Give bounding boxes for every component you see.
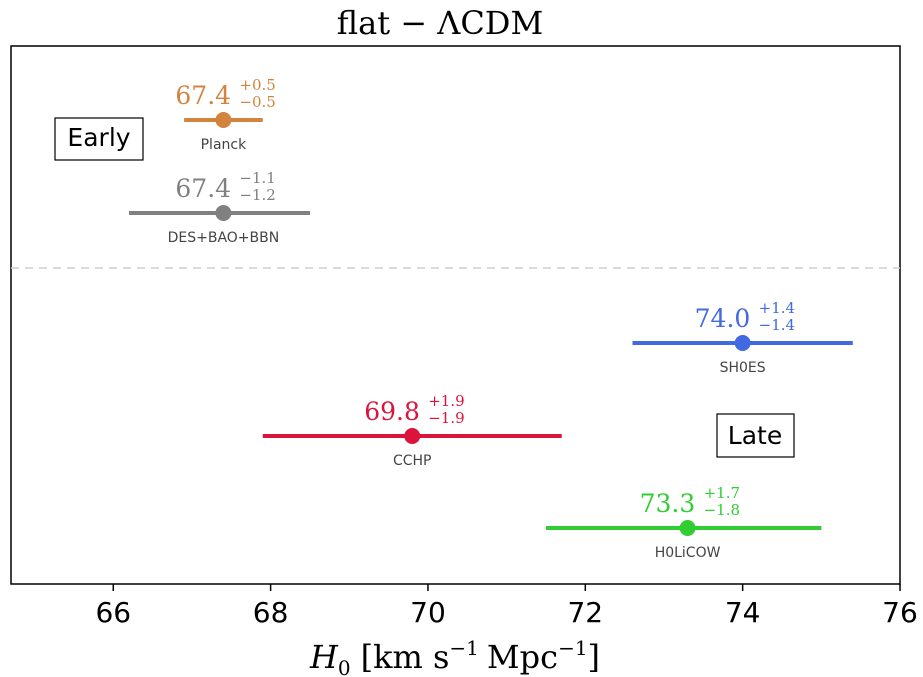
x-axis-label-symbol: H xyxy=(309,638,339,676)
early-group-label: Early xyxy=(67,123,130,152)
x-axis-label-units-start: [km s xyxy=(361,638,450,676)
x-tick-label: 66 xyxy=(95,596,131,629)
lower-error-label: −1.8 xyxy=(704,501,740,519)
lower-error-label: −0.5 xyxy=(239,93,275,111)
point-name-label: CCHP xyxy=(393,453,432,469)
x-tick-label: 70 xyxy=(410,596,446,629)
value-label: 67.4 xyxy=(175,81,231,110)
value-label: 69.8 xyxy=(364,397,420,426)
upper-error-label: +1.4 xyxy=(759,299,795,317)
value-label: 67.4 xyxy=(175,174,231,203)
measurement-planck: Planck 67.4 +0.5−0.5 xyxy=(175,76,275,153)
measurement-cchp: CCHP 69.8 +1.9−1.9 xyxy=(262,392,562,469)
point-name-label: DES+BAO+BBN xyxy=(168,230,280,246)
x-axis-label: H0 [km s−1 Mpc−1] xyxy=(309,636,600,677)
upper-error-label: +0.5 xyxy=(239,76,275,94)
measurement-h0licow: H0LiCOW 73.3 +1.7−1.8 xyxy=(545,484,822,561)
upper-error-label: −1.1 xyxy=(239,169,275,187)
point-name-label: H0LiCOW xyxy=(655,545,721,561)
point-name-label: Planck xyxy=(201,137,247,153)
late-group-box: Late xyxy=(716,413,795,458)
point-name-label: SH0ES xyxy=(720,360,766,376)
early-group-box: Early xyxy=(54,117,144,161)
data-point xyxy=(734,335,751,351)
lower-error-label: −1.4 xyxy=(759,316,795,334)
x-axis-label-subscript: 0 xyxy=(338,656,351,677)
x-axis-label-units-end: ] xyxy=(588,638,600,676)
x-tick-label: 74 xyxy=(725,596,761,629)
x-tick-label: 72 xyxy=(567,596,603,629)
x-axis-label-units-mid: Mpc xyxy=(487,638,558,676)
x-tick-label: 68 xyxy=(253,596,289,629)
lower-error-label: −1.2 xyxy=(239,186,275,204)
x-tick-label: 76 xyxy=(882,596,918,629)
value-label: 73.3 xyxy=(640,489,696,518)
x-axis: 66 68 70 72 74 76 xyxy=(95,584,918,629)
x-axis-label-units-exp2: −1 xyxy=(558,636,587,660)
chart-title: flat − ΛCDM xyxy=(337,4,543,42)
measurement-sh0es: SH0ES 74.0 +1.4−1.4 xyxy=(632,299,853,376)
value-label: 74.0 xyxy=(695,304,751,333)
data-point xyxy=(679,520,696,536)
upper-error-label: +1.9 xyxy=(428,392,464,410)
measurement-des-bao-bbn: DES+BAO+BBN 67.4 −1.1−1.2 xyxy=(129,169,310,246)
late-group-label: Late xyxy=(728,421,782,450)
data-point xyxy=(215,112,232,128)
plot-frame xyxy=(10,45,901,585)
data-point xyxy=(404,428,421,444)
lower-error-label: −1.9 xyxy=(428,409,464,427)
upper-error-label: +1.7 xyxy=(704,484,740,502)
data-point xyxy=(215,205,232,221)
x-axis-label-units-exp1: −1 xyxy=(449,636,478,660)
